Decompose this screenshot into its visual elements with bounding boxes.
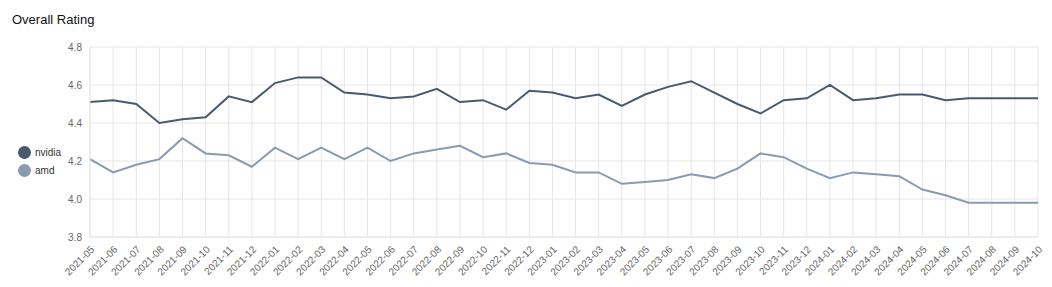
svg-text:2022-09: 2022-09	[432, 243, 467, 278]
svg-text:2024-07: 2024-07	[941, 243, 976, 278]
svg-text:2023-04: 2023-04	[594, 243, 629, 278]
svg-text:2022-06: 2022-06	[363, 243, 397, 278]
svg-text:2023-05: 2023-05	[617, 243, 652, 278]
svg-text:2023-12: 2023-12	[779, 243, 814, 278]
svg-text:2024-08: 2024-08	[964, 243, 999, 278]
svg-text:2024-02: 2024-02	[825, 243, 860, 278]
svg-text:2024-01: 2024-01	[802, 243, 837, 278]
svg-text:4.8: 4.8	[68, 42, 82, 53]
svg-text:2021-12: 2021-12	[224, 243, 259, 278]
svg-text:2022-02: 2022-02	[270, 243, 305, 278]
svg-text:2021-05: 2021-05	[62, 243, 97, 278]
svg-text:4.6: 4.6	[68, 80, 82, 91]
svg-text:2022-01: 2022-01	[247, 243, 282, 278]
html-text:amd: amd	[35, 164, 55, 176]
svg-text:2024-06: 2024-06	[918, 243, 952, 278]
svg-text:4.2: 4.2	[68, 156, 82, 167]
html-text:Overall Rating: Overall Rating	[12, 12, 95, 27]
svg-text:2023-06: 2023-06	[640, 243, 675, 278]
svg-text:2022-04: 2022-04	[317, 243, 351, 278]
svg-text:2023-10: 2023-10	[733, 243, 767, 278]
svg-text:2023-08: 2023-08	[687, 243, 721, 278]
svg-text:2023-09: 2023-09	[710, 243, 744, 278]
svg-text:2022-08: 2022-08	[409, 243, 444, 278]
svg-text:2021-11: 2021-11	[202, 243, 236, 277]
svg-text:2022-07: 2022-07	[386, 243, 421, 278]
svg-text:3.8: 3.8	[68, 232, 82, 243]
svg-text:2021-06: 2021-06	[85, 243, 120, 278]
svg-text:2021-07: 2021-07	[108, 243, 143, 278]
svg-text:2022-10: 2022-10	[455, 243, 490, 278]
svg-text:2024-05: 2024-05	[895, 243, 929, 278]
svg-text:4.4: 4.4	[68, 118, 82, 129]
svg-text:2022-12: 2022-12	[502, 243, 536, 278]
svg-text:2023-02: 2023-02	[548, 243, 582, 278]
svg-text:2023-01: 2023-01	[525, 243, 559, 278]
svg-text:2022-11: 2022-11	[479, 243, 513, 277]
svg-text:2024-04: 2024-04	[872, 243, 906, 278]
svg-text:2021-09: 2021-09	[155, 243, 189, 278]
html-text:nvidia: nvidia	[35, 146, 62, 158]
svg-text:2022-05: 2022-05	[340, 243, 374, 278]
svg-text:2022-03: 2022-03	[293, 243, 328, 278]
svg-text:2023-03: 2023-03	[571, 243, 606, 278]
svg-text:2024-03: 2024-03	[848, 243, 883, 278]
svg-text:4.0: 4.0	[68, 194, 82, 205]
svg-text:2023-11: 2023-11	[756, 243, 791, 277]
svg-text:2021-10: 2021-10	[178, 243, 212, 278]
svg-text:2024-10: 2024-10	[1011, 243, 1045, 277]
svg-text:2021-08: 2021-08	[132, 243, 166, 278]
svg-text:2024-09: 2024-09	[987, 243, 1022, 278]
svg-text:2023-07: 2023-07	[663, 243, 698, 278]
